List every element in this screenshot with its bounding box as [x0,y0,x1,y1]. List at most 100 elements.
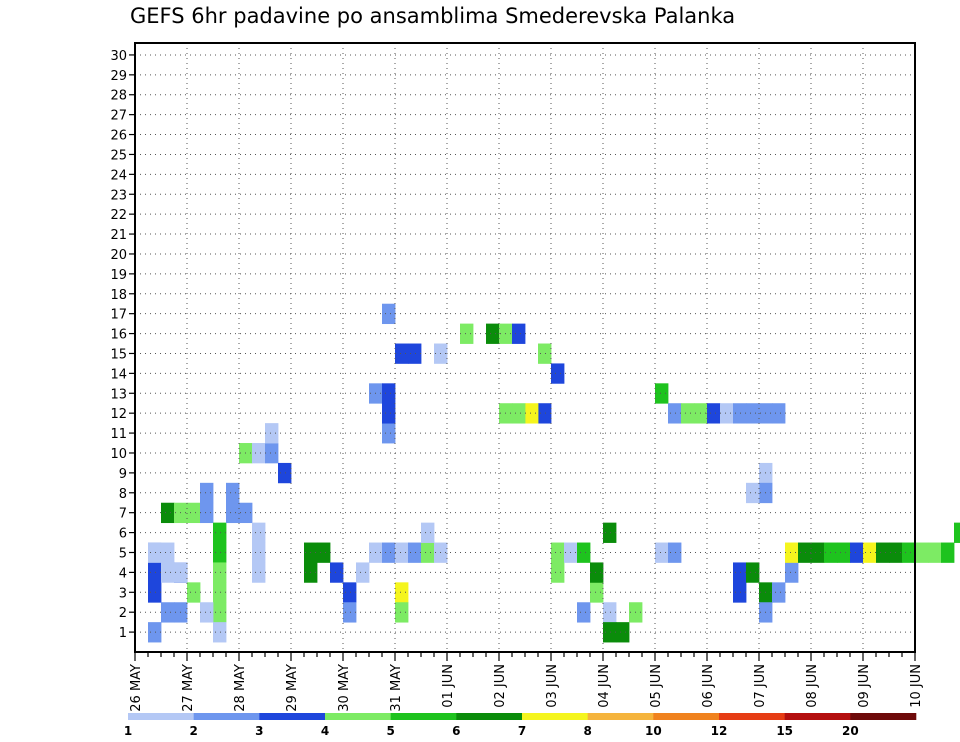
y-tick-label: 29 [110,69,127,84]
y-tick-label: 18 [110,288,127,303]
heatmap-cell [161,602,175,623]
heatmap-cell [395,602,409,623]
heatmap-cell [512,323,526,344]
heatmap-cell [395,343,409,364]
y-tick-label: 26 [110,129,127,144]
heatmap-cell [850,542,864,563]
legend-label: 7 [518,724,526,738]
y-tick-label: 21 [110,228,127,243]
heatmap-cell [876,542,890,563]
legend-label: 10 [645,724,662,738]
legend-swatch [259,713,326,720]
heatmap-cell [655,542,669,563]
legend-label: 15 [776,724,793,738]
heatmap-cell [668,403,682,424]
heatmap-cell [382,423,396,444]
heatmap-cell [681,403,695,424]
legend-label: 1 [124,724,132,738]
y-tick-label: 3 [119,586,127,601]
heatmap-cell [746,482,760,504]
heatmap-cell [408,542,422,563]
heatmap-cell [161,562,175,583]
heatmap-cell [382,383,396,404]
x-tick-label: 28 MAY [233,664,248,712]
heatmap-cell [746,403,760,424]
heatmap-cell [928,542,942,563]
y-tick-label: 6 [119,527,127,542]
heatmap-cell [200,602,214,623]
heatmap-cell [772,403,786,424]
y-tick-label: 10 [110,447,127,462]
heatmap-cell [746,562,760,583]
chart-title: GEFS 6hr padavine po ansamblima Smederev… [130,4,736,28]
x-tick-label: 26 MAY [129,664,144,712]
heatmap-cell [187,582,201,603]
heatmap-cell [421,542,435,563]
legend-label: 2 [189,724,197,738]
y-tick-label: 13 [110,387,127,402]
x-tick-label: 03 JUN [545,664,560,708]
heatmap-cell [902,542,916,563]
heatmap-cell [148,622,162,643]
y-tick-label: 23 [110,188,127,203]
x-tick-label: 30 MAY [337,664,352,712]
heatmap-cell [655,383,669,404]
heatmap-cell [616,622,630,643]
x-tick-label: 07 JUN [753,664,768,708]
y-tick-label: 24 [110,168,127,183]
heatmap-cell [278,462,292,484]
heatmap-cell [161,502,175,524]
legend-label: 4 [321,724,329,738]
y-tick-label: 16 [110,328,127,343]
heatmap-cell [148,582,162,603]
legend-swatch [456,713,523,720]
heatmap-cell [382,542,396,563]
heatmap-cell [733,582,747,603]
heatmap-cell [551,363,565,384]
heatmap-cell [226,482,240,504]
x-tick-label: 29 MAY [285,664,300,712]
heatmap-cell [395,582,409,603]
legend-swatch [325,713,391,720]
x-tick-label: 02 JUN [493,664,508,708]
heatmap-cell [785,562,799,583]
legend-swatch [719,713,785,720]
heatmap-cell [837,542,851,563]
legend-label: 12 [711,724,728,738]
heatmap-cell [317,542,331,563]
legend-label: 3 [255,724,263,738]
heatmap-cell [330,562,344,583]
y-tick-label: 14 [110,367,127,382]
heatmap-cell [577,602,591,623]
heatmap-cell [798,542,812,563]
heatmap-cell [252,542,266,563]
x-tick-label: 01 JUN [441,664,456,708]
heatmap-cell [603,602,617,623]
y-tick-label: 27 [110,109,127,124]
y-tick-label: 1 [119,626,127,641]
heatmap-cell [538,343,552,364]
legend-swatch [784,713,851,720]
heatmap-cell [811,542,825,563]
y-tick-label: 11 [110,427,127,442]
heatmap-cell [382,403,396,424]
x-tick-label: 31 MAY [389,664,404,712]
heatmap-cell [200,502,214,524]
y-tick-label: 17 [110,308,127,323]
heatmap-cell [590,582,604,603]
y-tick-label: 30 [110,49,127,64]
heatmap-cell [408,343,422,364]
x-tick-label: 09 JUN [857,664,872,708]
x-tick-label: 08 JUN [805,664,820,708]
x-tick-label: 10 JUN [909,664,924,708]
legend-swatch [522,713,588,720]
heatmap-cell [213,562,227,583]
heatmap-cell [356,562,370,583]
heatmap-cell [863,542,877,563]
heatmap-cell [213,622,227,643]
y-tick-label: 5 [119,546,127,561]
heatmap-cell [213,522,227,543]
heatmap-cell [213,602,227,623]
x-tick-label: 04 JUN [597,664,612,708]
